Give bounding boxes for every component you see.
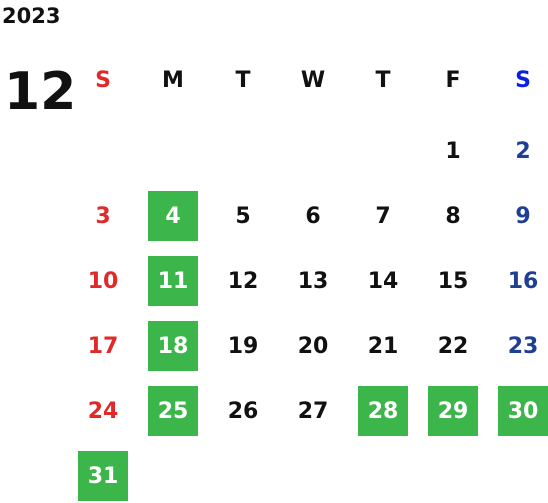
day: 23 (507, 333, 539, 359)
weekday-header: S (95, 67, 111, 93)
weekday-header: S (515, 67, 531, 93)
weekday-header: F (445, 67, 461, 93)
day: 16 (507, 268, 539, 294)
day: 20 (297, 333, 329, 359)
day: 26 (227, 398, 259, 424)
highlighted-day: 4 (148, 191, 198, 241)
day: 5 (235, 203, 251, 229)
day: 14 (367, 268, 399, 294)
year: 2023 (2, 4, 61, 28)
weekday-header: W (300, 67, 326, 93)
day: 27 (297, 398, 329, 424)
day: 6 (305, 203, 321, 229)
highlighted-day: 11 (148, 256, 198, 306)
day: 15 (437, 268, 469, 294)
highlighted-day: 28 (358, 386, 408, 436)
day: 8 (445, 203, 461, 229)
day: 3 (95, 203, 111, 229)
highlighted-day: 25 (148, 386, 198, 436)
highlighted-day: 30 (498, 386, 548, 436)
highlighted-day: 18 (148, 321, 198, 371)
day: 21 (367, 333, 399, 359)
day: 10 (87, 268, 119, 294)
day: 9 (515, 203, 531, 229)
weekday-header: T (235, 67, 251, 93)
day: 12 (227, 268, 259, 294)
day: 17 (87, 333, 119, 359)
day: 22 (437, 333, 469, 359)
day: 7 (375, 203, 391, 229)
weekday-header: M (162, 67, 184, 93)
highlighted-day: 31 (78, 451, 128, 501)
month: 12 (4, 62, 77, 122)
day: 1 (445, 138, 461, 164)
highlighted-day: 29 (428, 386, 478, 436)
day: 24 (87, 398, 119, 424)
weekday-header: T (375, 67, 391, 93)
day: 2 (515, 138, 531, 164)
day: 19 (227, 333, 259, 359)
day: 13 (297, 268, 329, 294)
